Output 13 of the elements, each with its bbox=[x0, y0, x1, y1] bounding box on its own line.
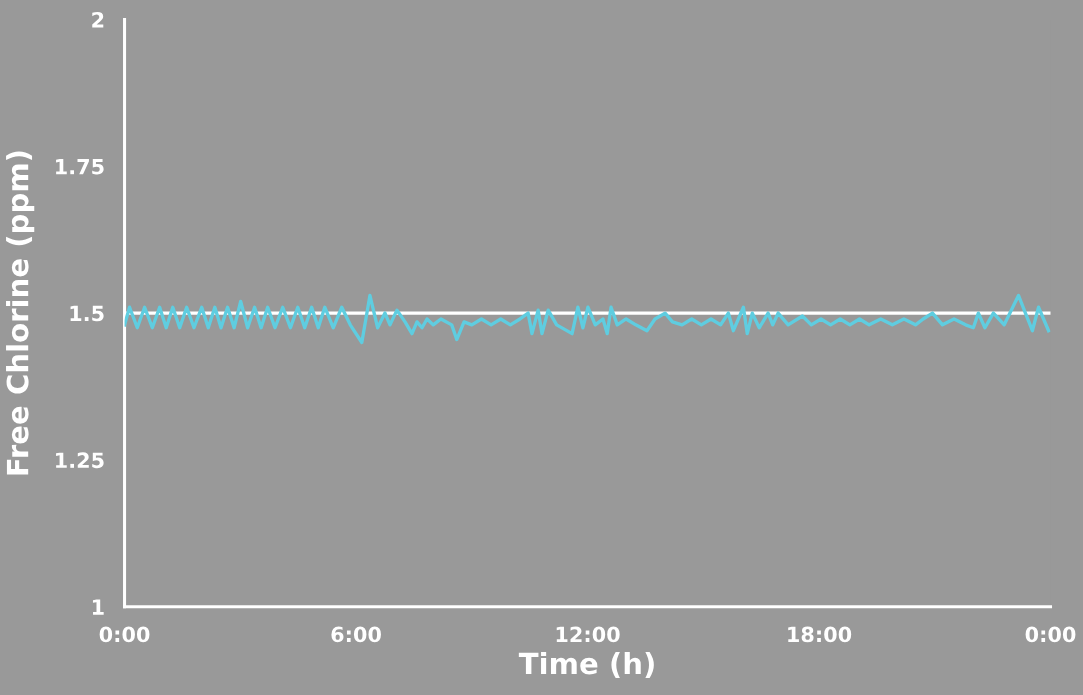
x-axis-title: Time (h) bbox=[518, 651, 654, 678]
x-tick-label: 0:00 bbox=[1025, 626, 1076, 643]
x-tick-label: 12:00 bbox=[556, 626, 620, 643]
x-tick-label: 6:00 bbox=[331, 626, 381, 643]
y-tick-label: 1.5 bbox=[70, 305, 104, 322]
y-axis-title: Free Chlorine (ppm) bbox=[6, 151, 35, 475]
line-series bbox=[124, 293, 1051, 345]
x-tick-label: 18:00 bbox=[788, 626, 852, 643]
y-tick-label: 2 bbox=[92, 11, 104, 28]
y-tick-label: 1.25 bbox=[56, 452, 104, 469]
x-tick-label: 0:00 bbox=[99, 626, 150, 643]
y-tick-label: 1 bbox=[92, 599, 104, 615]
y-tick-label: 1.75 bbox=[56, 159, 104, 175]
